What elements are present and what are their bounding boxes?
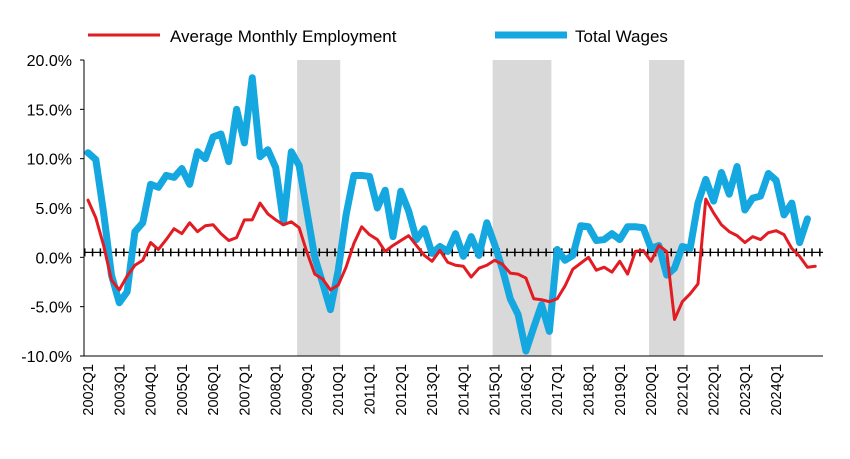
x-tick-label: 2022Q1 (707, 364, 723, 416)
y-tick-labels: 20.0% 15.0% 10.0% 5.0% 0.0% -5.0% -10.0% (21, 53, 72, 366)
x-tick-label: 2018Q1 (582, 364, 598, 416)
x-tick-labels: 2002Q1 2003Q1 2004Q1 2005Q1 2006Q1 2007Q1 2008… (81, 364, 785, 416)
x-tick-label: 2015Q1 (488, 364, 504, 416)
series-line-employment (86, 197, 817, 321)
x-tick-label: 2003Q1 (112, 364, 128, 416)
x-tick-label: 2013Q1 (425, 364, 441, 416)
x-tick-label: 2021Q1 (675, 364, 691, 416)
x-tick-label: 2007Q1 (237, 364, 253, 416)
x-tick-label: 2008Q1 (269, 364, 285, 416)
axes (80, 59, 823, 357)
x-tick-label: 2017Q1 (550, 364, 566, 416)
x-tick-label: 2020Q1 (644, 364, 660, 416)
x-tick-label: 2002Q1 (81, 364, 97, 416)
x-tick-label: 2016Q1 (519, 364, 535, 416)
legend-label-wages: Total Wages (575, 27, 668, 46)
x-tick-label: 2012Q1 (394, 364, 410, 416)
legend: Average Monthly Employment Total Wages (88, 27, 668, 46)
y-tick-label: 20.0% (27, 53, 72, 70)
y-tick-label: 15.0% (27, 102, 72, 119)
recession-bands (297, 60, 685, 356)
x-tick-label: 2024Q1 (769, 364, 785, 416)
x-tick-label: 2006Q1 (206, 364, 222, 416)
y-tick-label: 10.0% (27, 152, 72, 169)
x-tick-label: 2009Q1 (300, 364, 316, 416)
legend-label-employment: Average Monthly Employment (170, 27, 397, 46)
x-tick-label: 2004Q1 (144, 364, 160, 416)
series-line-wages (84, 74, 811, 355)
series-lines (84, 74, 817, 355)
y-tick-label: 0.0% (36, 250, 72, 267)
x-tick-label: 2005Q1 (175, 364, 191, 416)
x-tick-label: 2019Q1 (613, 364, 629, 416)
x-tick-label: 2023Q1 (738, 364, 754, 416)
y-tick-label: 5.0% (36, 201, 72, 218)
y-tick-label: -5.0% (30, 300, 72, 317)
x-tick-label: 2014Q1 (456, 364, 472, 416)
recession-band (649, 60, 685, 356)
x-tick-label: 2010Q1 (331, 364, 347, 416)
x-tick-label: 2011Q1 (363, 364, 379, 415)
y-tick-label: -10.0% (21, 349, 72, 366)
